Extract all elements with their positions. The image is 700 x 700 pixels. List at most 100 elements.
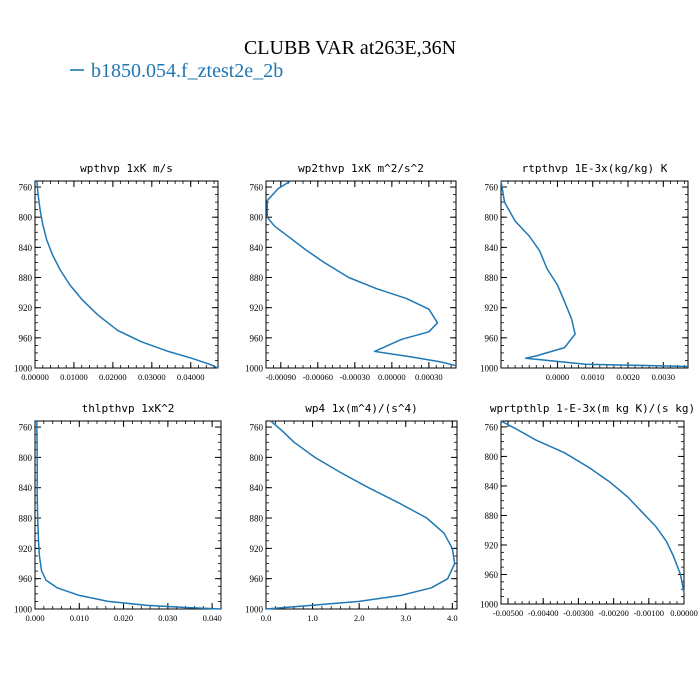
y-tick-label: 800 <box>19 213 33 223</box>
x-tick-label: -0.00030 <box>340 372 370 382</box>
x-tick-label: 0.00030 <box>415 372 443 382</box>
y-tick-label: 1000 <box>14 364 33 374</box>
series-line <box>500 180 689 368</box>
y-tick-label: 960 <box>19 333 33 343</box>
panel-6: wprtpthlp 1-E-3x(m kg K)/(s kg)-0.00500-… <box>480 402 698 618</box>
y-tick-label: 880 <box>250 273 264 283</box>
legend: b1850.054.f_ztest2e_2b <box>70 60 283 82</box>
x-tick-label: -0.00100 <box>634 608 664 618</box>
x-tick-label: 0.00000 <box>670 608 698 618</box>
y-tick-label: 840 <box>485 481 499 491</box>
x-tick-label: 0.030 <box>158 613 177 623</box>
y-tick-label: 960 <box>485 333 499 343</box>
y-tick-label: 920 <box>19 303 33 313</box>
y-tick-label: 920 <box>485 540 499 550</box>
y-tick-label: 840 <box>19 243 33 253</box>
plot-frame <box>265 420 458 610</box>
y-tick-label: 960 <box>250 333 264 343</box>
y-tick-label: 800 <box>485 213 499 223</box>
y-tick-label: 840 <box>19 483 33 493</box>
panels: wpthvp 1xK m/s0.00000 0.01000 0.02000 0.030… <box>14 162 698 623</box>
x-tick-label: 2.0 <box>354 613 365 623</box>
y-tick-label: 920 <box>250 303 264 313</box>
legend-label: b1850.054.f_ztest2e_2b <box>91 60 283 82</box>
panel-title: wprtpthlp 1-E-3x(m kg K)/(s kg) <box>490 402 695 415</box>
y-tick-label: 880 <box>250 514 264 524</box>
y-tick-label: 880 <box>19 514 33 524</box>
panel-title: wp2thvp 1xK m^2/s^2 <box>298 162 424 175</box>
y-tick-label: 920 <box>19 544 33 554</box>
y-tick-label: 800 <box>19 453 33 463</box>
plot-frame <box>34 420 222 610</box>
panel-2: wp2thvp 1xK m^2/s^2 -0.00090 -0.00060 -0.00… <box>245 162 457 382</box>
x-tick-label: 4.0 <box>447 613 458 623</box>
y-tick-label: 760 <box>19 183 33 193</box>
x-tick-label: 0.0020 <box>616 372 639 382</box>
y-tick-label: 840 <box>250 243 264 253</box>
panel-3: rtpthvp 1E-3x(kg/kg) K 0.0000 0.0010 0.0020… <box>480 162 689 382</box>
x-tick-label: 0.00000 <box>21 372 49 382</box>
y-tick-label: 880 <box>485 511 499 521</box>
series-line <box>266 180 457 367</box>
x-tick-label: -0.00300 <box>563 608 593 618</box>
series-line <box>36 180 219 369</box>
x-tick-label: -0.00060 <box>303 372 333 382</box>
series-line <box>36 420 222 610</box>
y-tick-label: 880 <box>19 273 33 283</box>
x-tick-label: 3.0 <box>400 613 411 623</box>
y-tick-label: 800 <box>485 452 499 462</box>
panel-1: wpthvp 1xK m/s 0.00000 0.01000 0.02000 0.030… <box>14 162 219 382</box>
x-tick-label: -0.00200 <box>598 608 628 618</box>
plot-frame <box>265 180 457 369</box>
y-tick-label: 1000 <box>480 364 499 374</box>
y-tick-label: 960 <box>485 570 499 580</box>
y-tick-label: 880 <box>485 273 499 283</box>
x-tick-label: 0.010 <box>70 613 89 623</box>
y-tick-label: 960 <box>19 574 33 584</box>
panel-title: rtpthvp 1E-3x(kg/kg) K <box>522 162 668 175</box>
x-tick-label: 0.000 <box>25 613 44 623</box>
y-tick-label: 840 <box>250 483 264 493</box>
plot-frame <box>34 180 219 369</box>
x-tick-label: 0.0010 <box>581 372 604 382</box>
y-tick-label: 760 <box>485 183 499 193</box>
y-tick-label: 840 <box>485 243 499 253</box>
y-tick-label: 1000 <box>245 605 264 615</box>
x-tick-label: -0.00090 <box>266 372 296 382</box>
x-tick-label: -0.00500 <box>493 608 523 618</box>
panel-title: thlpthvp 1xK^2 <box>82 402 175 415</box>
plot-frame <box>500 420 685 605</box>
y-tick-label: 760 <box>250 183 264 193</box>
panel-title: wp4 1x(m^4)/(s^4) <box>305 402 418 415</box>
panel-5: wp4 1x(m^4)/(s^4) 0.0 1.0 2.0 3.0 4.0 760 800 84… <box>245 402 458 623</box>
x-tick-label: 0.0000 <box>546 372 569 382</box>
series-line <box>265 420 456 610</box>
figure-title: CLUBB VAR at263E,36N <box>244 37 456 59</box>
x-tick-label: 1.0 <box>307 613 318 623</box>
plot-frame <box>500 180 689 369</box>
y-tick-label: 760 <box>250 423 264 433</box>
y-tick-label: 920 <box>485 303 499 313</box>
y-tick-label: 800 <box>250 453 264 463</box>
x-tick-label: 0.00000 <box>378 372 406 382</box>
y-tick-label: 1000 <box>14 605 33 615</box>
panel-4: thlpthvp 1xK^2 0.000 0.010 0.020 0.030 0.040 7… <box>14 402 222 623</box>
x-tick-label: 0.02000 <box>99 372 127 382</box>
x-tick-label: 0.01000 <box>60 372 88 382</box>
y-tick-label: 920 <box>250 544 264 554</box>
y-tick-label: 800 <box>250 213 264 223</box>
x-tick-label: 0.020 <box>114 613 133 623</box>
y-tick-label: 1000 <box>245 364 264 374</box>
y-tick-label: 960 <box>250 574 264 584</box>
x-tick-label: 0.03000 <box>138 372 166 382</box>
y-tick-label: 760 <box>19 423 33 433</box>
panel-title: wpthvp 1xK m/s <box>80 162 173 175</box>
x-tick-label: -0.00400 <box>528 608 558 618</box>
series-line <box>500 420 685 594</box>
x-tick-label: 0.04000 <box>177 372 205 382</box>
x-tick-label: 0.0030 <box>652 372 675 382</box>
y-tick-label: 760 <box>485 422 499 432</box>
x-tick-label: 0.0 <box>261 613 272 623</box>
x-tick-label: 0.040 <box>203 613 222 623</box>
